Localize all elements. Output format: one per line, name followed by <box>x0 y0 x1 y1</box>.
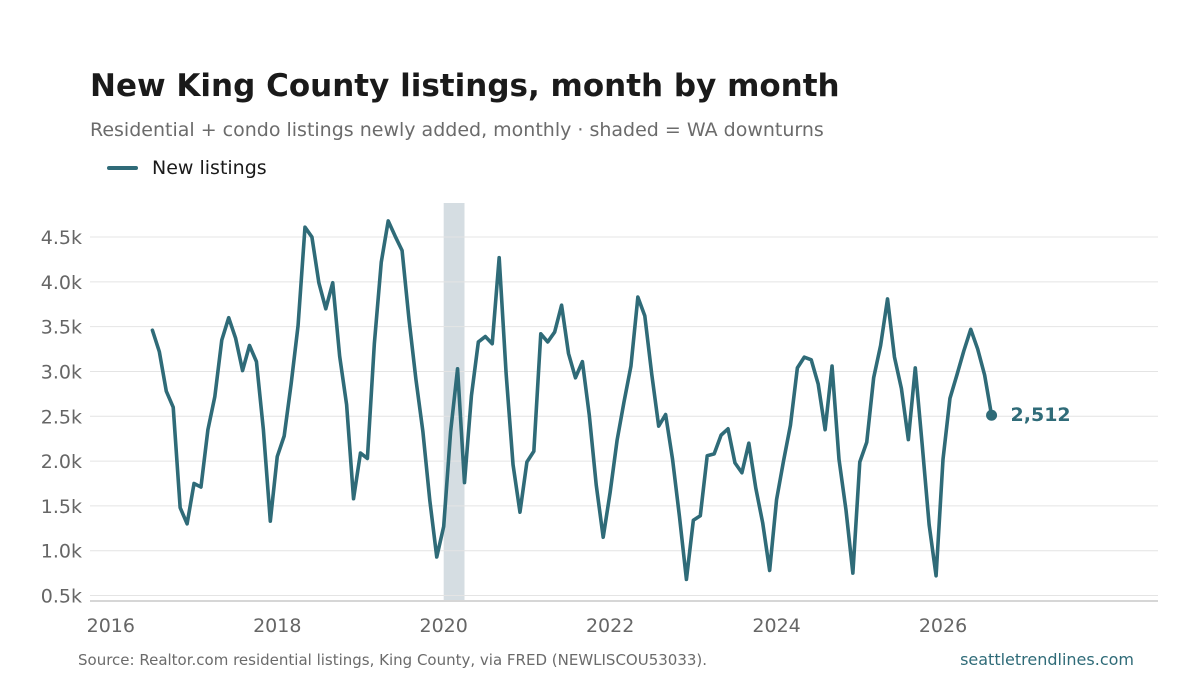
legend-label: New listings <box>152 157 267 179</box>
x-tick-label: 2022 <box>586 615 634 637</box>
y-tick-label: 2.5k <box>41 406 82 428</box>
y-tick-label: 4.5k <box>41 227 82 249</box>
y-axis-ticks: 0.5k 1.0k 1.5k 2.0k 2.5k 3.0k 3.5k 4.0k 4.5k <box>41 227 82 607</box>
y-tick-label: 0.5k <box>41 586 82 608</box>
source-note: Source: Realtor.com residential listings… <box>78 651 708 669</box>
x-tick-label: 2016 <box>87 615 135 637</box>
y-tick-label: 3.0k <box>41 361 82 383</box>
last-value-label: 2,512 <box>1011 404 1071 426</box>
x-tick-label: 2020 <box>420 615 468 637</box>
y-tick-label: 1.0k <box>41 541 82 563</box>
gridlines <box>90 236 1158 597</box>
legend-swatch <box>107 166 138 170</box>
x-tick-label: 2026 <box>919 615 967 637</box>
x-tick-label: 2024 <box>752 615 800 637</box>
x-tick-label: 2018 <box>253 615 301 637</box>
chart-subtitle: Residential + condo listings newly added… <box>90 119 824 141</box>
x-axis-ticks: 2016 2018 2020 2022 2024 2026 <box>87 615 968 637</box>
legend: New listings <box>107 157 267 179</box>
series-new-listings: 2,512 <box>150 219 1071 582</box>
chart-title: New King County listings, month by month <box>90 68 840 104</box>
y-tick-label: 3.5k <box>41 317 82 339</box>
y-tick-label: 1.5k <box>41 496 82 518</box>
site-link[interactable]: seattletrendlines.com <box>960 650 1134 669</box>
last-point-marker <box>986 409 998 421</box>
y-tick-label: 2.0k <box>41 451 82 473</box>
series-line-new-listings <box>150 219 994 582</box>
y-tick-label: 4.0k <box>41 272 82 294</box>
